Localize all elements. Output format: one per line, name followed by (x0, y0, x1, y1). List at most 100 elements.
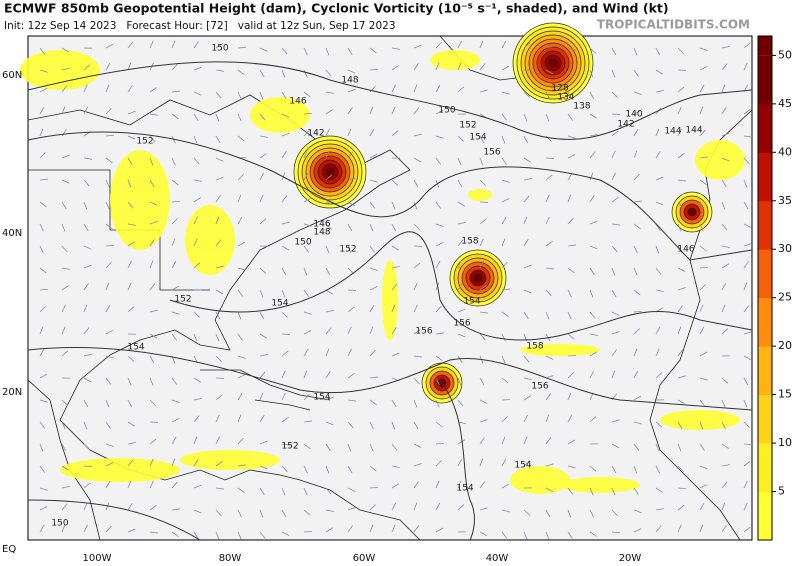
wind-barb (655, 151, 661, 159)
wind-barb (435, 399, 440, 408)
wind-barb (677, 487, 687, 490)
wind-barb (83, 223, 89, 232)
wind-barb (435, 480, 440, 489)
wind-barb (677, 267, 686, 272)
wind-barb (325, 396, 334, 401)
wind-barb (655, 176, 664, 181)
wind-barb (83, 443, 90, 450)
wind-barb (413, 502, 418, 511)
wind-barb (83, 399, 89, 408)
wind-barb (193, 113, 199, 122)
wind-barb (633, 443, 640, 451)
contour-label: 158 (526, 342, 543, 352)
wind-barb (237, 392, 243, 401)
wind-barb (633, 289, 641, 296)
wind-barb (743, 502, 748, 511)
wind-barb (259, 69, 265, 78)
wind-barb (149, 377, 154, 386)
wind-barb (105, 43, 114, 49)
wind-barb (347, 348, 352, 357)
colorbar-segment (758, 200, 772, 250)
wind-barb (677, 47, 684, 54)
wind-barb (237, 91, 242, 100)
wind-barb (545, 531, 550, 540)
wind-barb (215, 176, 224, 181)
wind-barb (61, 67, 70, 71)
wind-barb (171, 179, 179, 186)
contour-label: 152 (339, 245, 356, 255)
wind-barb (39, 69, 48, 73)
wind-barb (721, 107, 727, 115)
wind-barb (457, 260, 462, 269)
wind-barb (611, 349, 617, 357)
wind-barb (281, 245, 290, 251)
wind-barb (193, 509, 202, 514)
cyclone-ring (473, 273, 483, 283)
wind-barb (655, 372, 663, 379)
wind-barb (237, 194, 242, 203)
wind-barb (105, 443, 114, 447)
colorbar-tick-label: 35 (778, 194, 792, 207)
wind-barb (677, 86, 685, 93)
colorbar-tick-label: 30 (778, 242, 792, 255)
wind-barb (435, 109, 444, 115)
wind-barb (171, 377, 177, 385)
wind-barb (237, 509, 242, 518)
wind-barb (545, 240, 553, 247)
wind-barb (127, 528, 136, 533)
wind-barb (281, 311, 288, 318)
wind-barb (149, 531, 158, 534)
wind-barb (39, 288, 49, 291)
wind-barb (677, 179, 686, 182)
wind-barb (743, 377, 749, 386)
wind-barb (83, 353, 92, 357)
wind-barb (479, 377, 485, 386)
contour-label: 158 (461, 237, 478, 247)
wind-barb (149, 201, 158, 206)
wind-barb (413, 377, 420, 385)
wind-barb (193, 135, 198, 144)
wind-barb (567, 194, 572, 203)
wind-barb (567, 91, 572, 100)
wind-barb (39, 201, 47, 208)
wind-barb (171, 436, 177, 445)
wind-barb (721, 304, 726, 313)
wind-barb (457, 135, 465, 142)
wind-barb (743, 135, 752, 138)
wind-barb (83, 201, 88, 210)
wind-barb (61, 350, 69, 357)
wind-barb (523, 414, 529, 423)
wind-barb (391, 352, 400, 357)
wind-barb (127, 135, 136, 140)
wind-barb (171, 40, 176, 49)
wind-barb (743, 399, 748, 408)
wind-barb (193, 415, 200, 423)
wind-barb (61, 503, 68, 511)
wind-barb (413, 443, 422, 448)
wind-barb (457, 458, 463, 467)
wind-barb (589, 172, 594, 181)
wind-barb (501, 288, 510, 291)
wind-barb (677, 223, 682, 232)
wind-barb (567, 465, 576, 469)
wind-barb (83, 283, 89, 291)
wind-barb (127, 201, 134, 209)
wind-barb (633, 128, 639, 137)
wind-barb (699, 284, 706, 291)
wind-barb (743, 42, 751, 49)
wind-barb (391, 304, 396, 313)
cyclone-ring (325, 167, 335, 177)
wind-barb (413, 399, 418, 408)
wind-barb (743, 480, 748, 489)
wind-barb (303, 443, 311, 450)
wind-barb (743, 179, 748, 188)
wind-barb (611, 311, 620, 316)
wind-barb (655, 289, 664, 293)
wind-barb (523, 531, 528, 540)
wind-barb (721, 132, 730, 137)
wind-barb (699, 351, 708, 357)
wind-barb (545, 487, 554, 493)
wind-barb (677, 465, 684, 473)
wind-barb (457, 62, 462, 71)
